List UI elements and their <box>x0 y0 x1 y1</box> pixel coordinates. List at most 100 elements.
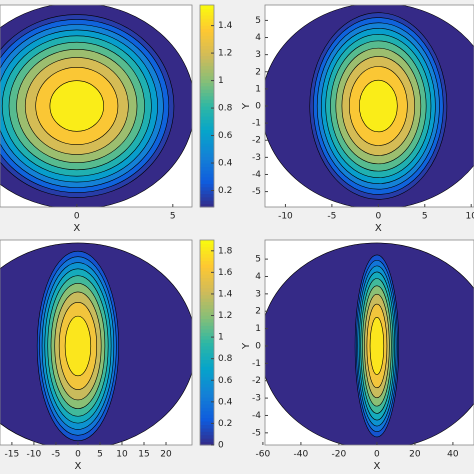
x-tick-label: -60 <box>256 450 271 460</box>
colorbar-strip <box>200 417 214 422</box>
colorbar-strip <box>200 369 214 374</box>
colorbar-tick-label: 0.6 <box>218 376 233 386</box>
colorbar-strip <box>200 116 214 120</box>
colorbar-strip <box>200 156 214 161</box>
y-tick-label: -5 <box>252 187 261 197</box>
colorbar-strip <box>200 5 214 9</box>
colorbar-strip <box>200 352 214 357</box>
colorbar-strip <box>200 102 214 107</box>
plot-frame <box>264 239 474 446</box>
colorbar-tick-label: 1.2 <box>218 49 232 59</box>
x-tick-label: -10 <box>278 212 293 222</box>
colorbar-strip <box>200 8 214 13</box>
colorbar-strip <box>200 274 214 279</box>
colorbar-strip <box>200 263 214 268</box>
colorbar-strip <box>200 240 214 244</box>
colorbar-strip <box>200 58 214 63</box>
colorbar-strip <box>200 421 214 425</box>
y-tick-label: -2 <box>252 136 261 146</box>
colorbar-strip <box>200 193 214 198</box>
colorbar-strip <box>200 294 214 299</box>
colorbar-strip <box>200 243 214 248</box>
colorbar-strip <box>200 65 214 70</box>
colorbar-strip <box>200 48 214 53</box>
colorbar-strip <box>200 153 214 157</box>
colorbar-strip <box>200 89 214 94</box>
colorbar-strip <box>200 139 214 144</box>
colorbar-strip <box>200 260 214 265</box>
y-tick-label: -4 <box>252 411 261 421</box>
y-tick-label: 3 <box>255 50 261 60</box>
colorbar-tick-label: 1.4 <box>218 289 233 299</box>
colorbar-strip <box>200 315 214 320</box>
contour-level <box>369 317 385 375</box>
colorbar-tick-label: 0.6 <box>218 131 233 141</box>
contour-level <box>64 315 92 377</box>
x-tick-label: -10 <box>27 450 42 460</box>
x-tick-label: 0 <box>75 450 81 460</box>
colorbar-strip <box>200 390 214 395</box>
colorbar-strip <box>200 99 214 104</box>
colorbar-strip <box>200 72 214 77</box>
colorbar-strip <box>200 383 214 388</box>
y-tick-label: -3 <box>252 394 261 404</box>
colorbar-strip <box>200 424 214 429</box>
contour-plot <box>265 5 474 207</box>
x-tick-label: -20 <box>332 450 347 460</box>
colorbar-tick-label: 0.2 <box>218 186 232 196</box>
colorbar-strip <box>200 15 214 19</box>
colorbar-strip <box>200 55 214 60</box>
colorbar-strip <box>200 441 214 446</box>
contour-plot <box>265 242 474 445</box>
colorbar-tick-label: 0.4 <box>218 397 233 407</box>
colorbar-tick-label: 1 <box>218 333 224 343</box>
x-tick-label: -15 <box>5 450 20 460</box>
colorbar-tick-label: 0.2 <box>218 419 232 429</box>
colorbar-strip <box>200 75 214 80</box>
colorbar-strip <box>200 257 214 261</box>
colorbar-strip <box>200 250 214 255</box>
x-tick-label: 40 <box>447 450 459 460</box>
y-tick-label: -5 <box>252 428 261 438</box>
colorbar-strip <box>200 85 214 90</box>
colorbar-strip <box>200 328 214 333</box>
colorbar-strip <box>200 298 214 302</box>
colorbar-strip <box>200 373 214 378</box>
colorbar-frame <box>199 4 215 208</box>
colorbar-strip <box>200 342 214 347</box>
x-tick-label: 20 <box>160 450 172 460</box>
y-axis-label: Y <box>241 102 252 110</box>
y-tick-label: 1 <box>255 84 261 94</box>
x-tick-label: 10 <box>116 450 128 460</box>
colorbar-tick-label: 1 <box>218 76 224 86</box>
colorbar-strip <box>200 284 214 289</box>
colorbar-strip <box>200 438 214 443</box>
colorbar-strip <box>200 397 214 402</box>
colorbar-strip <box>200 291 214 296</box>
x-tick-label: 10 <box>465 212 474 222</box>
colorbar-tick-label: 0 <box>218 441 224 451</box>
y-axis-label: Y <box>241 342 252 350</box>
colorbar-strip <box>200 335 214 340</box>
colorbar-strip <box>200 79 214 83</box>
y-tick-label: 2 <box>255 307 261 317</box>
y-tick-label: 3 <box>255 289 261 299</box>
colorbar-strip <box>200 349 214 354</box>
colorbar-strip <box>200 149 214 154</box>
colorbar-tick-label: 1.2 <box>218 311 232 321</box>
colorbar-strip <box>200 28 214 33</box>
colorbar-strip <box>200 339 214 343</box>
x-tick-label: 20 <box>409 450 421 460</box>
x-tick-label: 0 <box>74 212 80 222</box>
colorbar-strip <box>200 109 214 114</box>
colorbar-strip <box>200 366 214 371</box>
colorbar-strip <box>200 132 214 137</box>
colorbar-strip <box>200 332 214 337</box>
colorbar-strip <box>200 301 214 306</box>
x-tick-label: 0 <box>375 212 381 222</box>
colorbar-strip <box>200 38 214 43</box>
colorbar-strip <box>200 166 214 171</box>
colorbar-strip <box>200 122 214 127</box>
y-tick-label: 0 <box>255 102 261 112</box>
colorbar-strip <box>200 112 214 117</box>
